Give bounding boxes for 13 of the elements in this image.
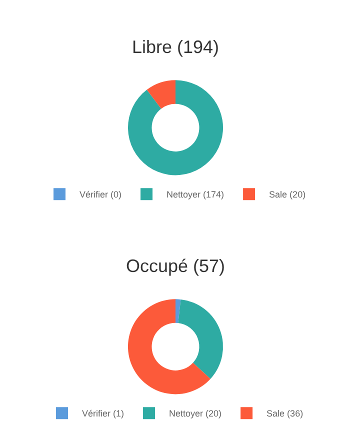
donut-slice	[176, 299, 181, 324]
legend-label: Sale (20)	[269, 190, 306, 200]
chart-title: Libre (194)	[132, 37, 220, 57]
donut-slice	[146, 80, 176, 109]
legend-label: Sale (36)	[266, 408, 304, 419]
legend-label: Nettoyer (174)	[166, 190, 224, 200]
donut-slice	[128, 299, 210, 394]
legend-label: Vérifier (0)	[80, 190, 122, 200]
legend-label: Nettoyer (20)	[169, 408, 222, 419]
donut-slice	[128, 80, 223, 176]
chart-title: Occupé (57)	[126, 256, 226, 276]
legend-label: Vérifier (1)	[82, 408, 124, 419]
donut-slice	[178, 299, 223, 379]
